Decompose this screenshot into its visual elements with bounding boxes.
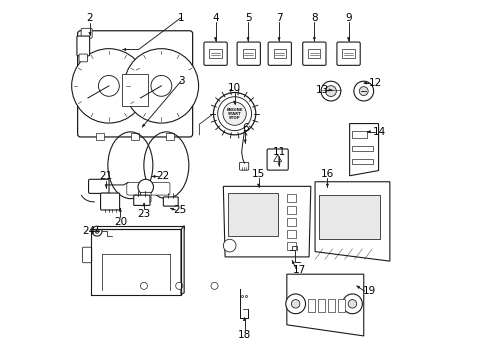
Bar bbox=[286, 194, 295, 202]
FancyBboxPatch shape bbox=[302, 42, 325, 66]
FancyBboxPatch shape bbox=[82, 247, 92, 263]
Text: 22: 22 bbox=[156, 171, 169, 181]
Circle shape bbox=[347, 300, 356, 308]
FancyBboxPatch shape bbox=[163, 197, 178, 206]
Bar bbox=[307, 299, 314, 312]
Bar bbox=[227, 193, 278, 236]
Polygon shape bbox=[97, 226, 184, 229]
Polygon shape bbox=[223, 186, 310, 257]
FancyBboxPatch shape bbox=[239, 162, 248, 170]
Text: 5: 5 bbox=[244, 13, 251, 23]
Text: 12: 12 bbox=[367, 78, 381, 88]
Circle shape bbox=[223, 102, 246, 125]
Circle shape bbox=[95, 229, 99, 233]
Bar bbox=[242, 49, 254, 58]
Bar bbox=[337, 299, 344, 312]
Text: 1: 1 bbox=[177, 13, 184, 23]
Circle shape bbox=[98, 76, 119, 96]
Circle shape bbox=[92, 226, 102, 236]
Text: 14: 14 bbox=[372, 127, 385, 137]
Circle shape bbox=[353, 81, 373, 101]
Text: 17: 17 bbox=[292, 265, 305, 275]
FancyBboxPatch shape bbox=[88, 179, 109, 193]
Text: 20: 20 bbox=[114, 217, 126, 227]
Polygon shape bbox=[286, 274, 363, 336]
Text: 18: 18 bbox=[237, 329, 251, 339]
Text: 11: 11 bbox=[272, 147, 285, 157]
Bar bbox=[165, 134, 174, 140]
Polygon shape bbox=[181, 226, 184, 294]
Bar bbox=[307, 49, 320, 58]
Text: 23: 23 bbox=[137, 208, 150, 219]
Bar bbox=[286, 242, 295, 250]
FancyBboxPatch shape bbox=[267, 42, 291, 66]
Text: 13: 13 bbox=[315, 85, 328, 95]
Circle shape bbox=[342, 294, 362, 314]
Text: 19: 19 bbox=[363, 286, 376, 296]
FancyBboxPatch shape bbox=[81, 28, 92, 38]
Bar bbox=[209, 49, 221, 58]
Circle shape bbox=[175, 282, 183, 289]
Bar bbox=[317, 299, 324, 312]
FancyBboxPatch shape bbox=[336, 42, 360, 66]
Bar bbox=[352, 146, 372, 151]
Bar bbox=[131, 134, 139, 140]
Circle shape bbox=[321, 81, 340, 101]
Bar bbox=[286, 230, 295, 238]
Text: 21: 21 bbox=[100, 171, 113, 181]
Text: 7: 7 bbox=[275, 13, 282, 23]
Text: 6: 6 bbox=[242, 123, 248, 133]
Polygon shape bbox=[314, 182, 389, 261]
FancyBboxPatch shape bbox=[79, 54, 87, 62]
Text: 4: 4 bbox=[212, 13, 219, 23]
Bar bbox=[342, 49, 354, 58]
FancyBboxPatch shape bbox=[237, 42, 260, 66]
FancyBboxPatch shape bbox=[77, 36, 89, 56]
Circle shape bbox=[291, 300, 299, 308]
Bar bbox=[273, 49, 285, 58]
Text: 9: 9 bbox=[345, 13, 351, 23]
FancyBboxPatch shape bbox=[126, 183, 169, 195]
Bar bbox=[352, 159, 372, 164]
Text: STOP: STOP bbox=[228, 116, 240, 120]
FancyBboxPatch shape bbox=[101, 193, 120, 210]
Circle shape bbox=[140, 282, 147, 289]
Circle shape bbox=[138, 179, 153, 195]
Text: 8: 8 bbox=[310, 13, 317, 23]
Circle shape bbox=[124, 49, 198, 123]
Bar bbox=[286, 206, 295, 214]
Polygon shape bbox=[273, 155, 281, 161]
Text: 25: 25 bbox=[173, 205, 186, 215]
Circle shape bbox=[151, 76, 171, 96]
Circle shape bbox=[359, 87, 367, 95]
FancyBboxPatch shape bbox=[133, 195, 150, 206]
Text: 2: 2 bbox=[86, 13, 93, 23]
Text: START: START bbox=[227, 112, 241, 116]
Bar bbox=[327, 299, 334, 312]
Polygon shape bbox=[349, 123, 378, 176]
Bar bbox=[352, 131, 366, 138]
Circle shape bbox=[217, 97, 251, 131]
Bar bbox=[122, 74, 148, 106]
Circle shape bbox=[325, 86, 336, 96]
Circle shape bbox=[210, 282, 218, 289]
Text: 15: 15 bbox=[251, 168, 264, 179]
Text: 3: 3 bbox=[177, 76, 184, 86]
Text: 10: 10 bbox=[227, 83, 241, 93]
FancyBboxPatch shape bbox=[78, 31, 192, 137]
FancyBboxPatch shape bbox=[266, 149, 287, 170]
Text: ENGINE: ENGINE bbox=[226, 108, 243, 112]
Bar bbox=[318, 195, 379, 239]
Bar bbox=[96, 134, 104, 140]
Circle shape bbox=[223, 239, 236, 252]
Text: 16: 16 bbox=[320, 168, 333, 179]
Circle shape bbox=[213, 93, 255, 135]
Text: 24: 24 bbox=[82, 226, 95, 236]
FancyBboxPatch shape bbox=[140, 192, 151, 202]
FancyBboxPatch shape bbox=[203, 42, 227, 66]
Bar bbox=[286, 218, 295, 226]
Circle shape bbox=[72, 49, 146, 123]
Circle shape bbox=[285, 294, 305, 314]
